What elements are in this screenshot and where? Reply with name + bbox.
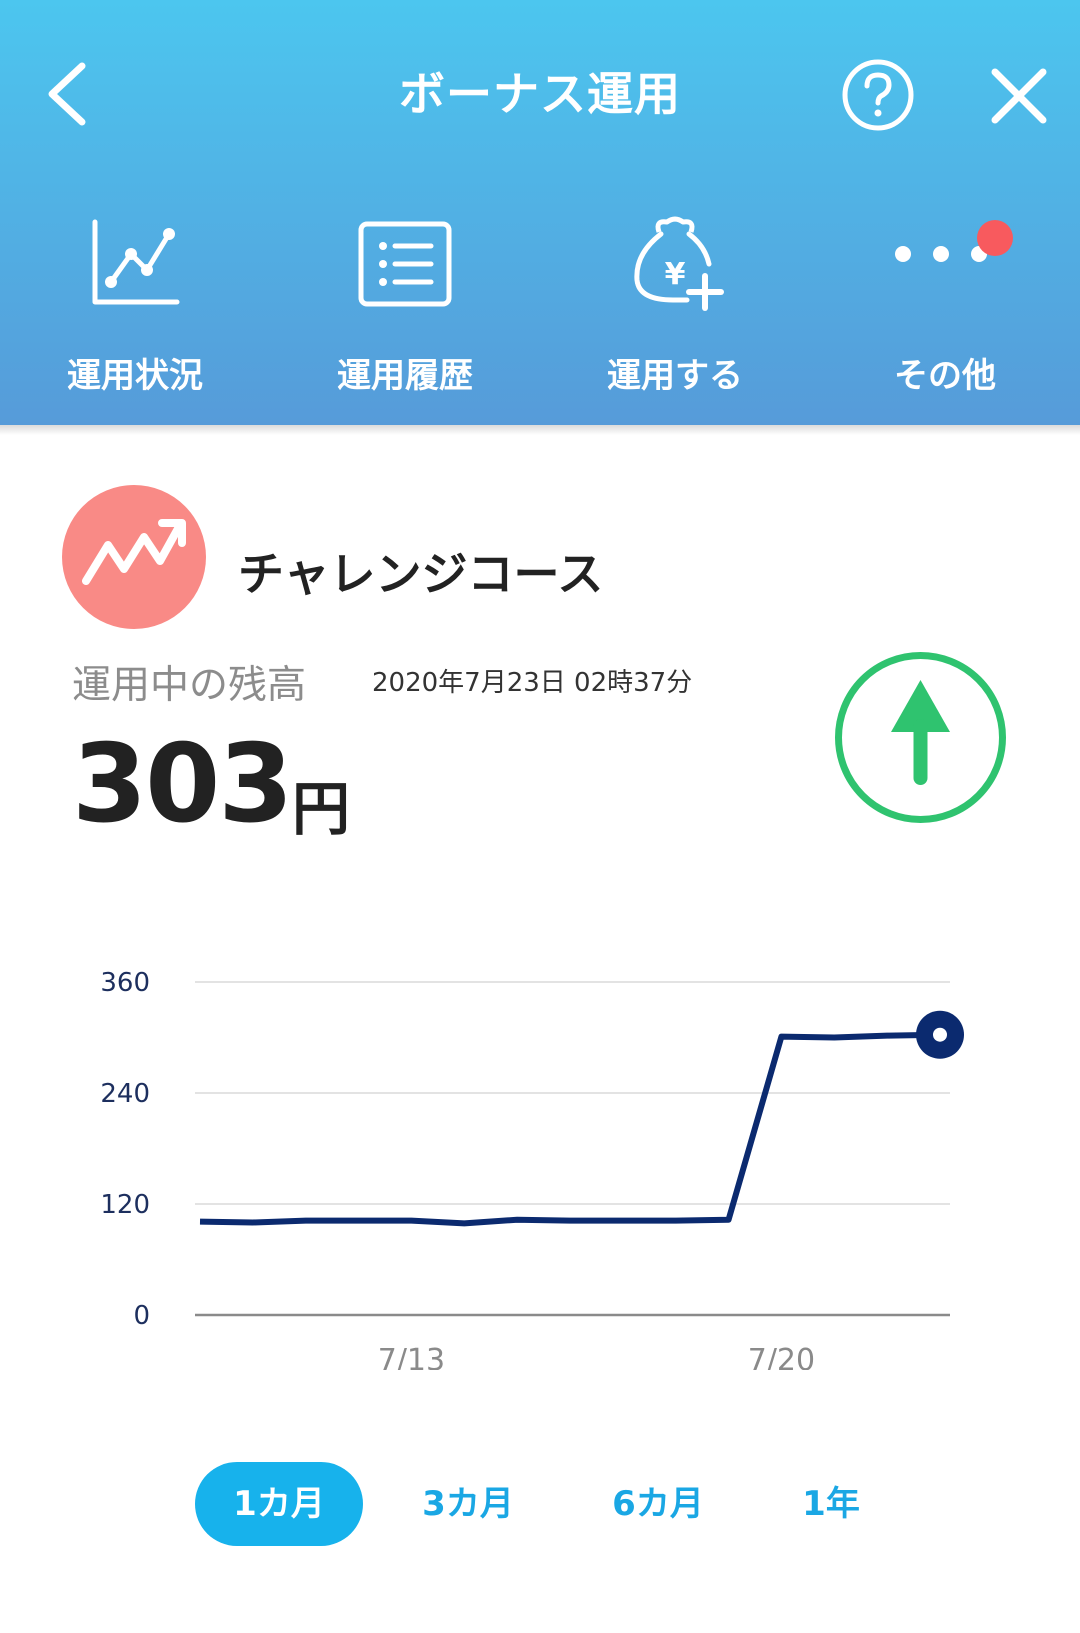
course-name: チャレンジコース (238, 547, 604, 601)
money-bag-add-icon: ¥ (634, 216, 724, 311)
list-icon (358, 221, 452, 307)
period-1-month[interactable]: 1カ月 (195, 1462, 363, 1546)
y-tick-label: 360 (100, 968, 150, 998)
nav-label: 運用する (607, 356, 743, 396)
x-tick-label: 7/20 (748, 1343, 815, 1370)
chevron-left-icon[interactable] (40, 58, 96, 130)
balance-chart: 0 120 240 360 7/13 7/20 (100, 968, 964, 1370)
nav-label: 運用履歴 (337, 356, 473, 396)
balance-timestamp: 2020年7月23日 02時37分 (372, 668, 693, 698)
y-tick-label: 240 (100, 1079, 150, 1109)
period-1-year[interactable]: 1年 (802, 1484, 860, 1524)
nav-item-status[interactable]: 運用状況 (0, 210, 270, 400)
balance-label: 運用中の残高 (72, 663, 307, 708)
period-6-months[interactable]: 6カ月 (612, 1484, 704, 1524)
help-circle-icon[interactable] (840, 57, 916, 133)
balance-amount: 303 (72, 722, 293, 847)
line-chart-icon (92, 219, 180, 305)
nav-item-invest[interactable]: ¥ 運用する (540, 210, 810, 400)
period-3-months[interactable]: 3カ月 (422, 1484, 514, 1524)
series-line (199, 1031, 941, 1227)
nav-item-history[interactable]: 運用履歴 (270, 210, 540, 400)
nav-label: その他 (894, 356, 996, 396)
y-tick-label: 0 (133, 1301, 150, 1331)
period-selector: 1カ月 3カ月 6カ月 1年 (0, 1462, 1080, 1546)
course-logo (62, 485, 206, 629)
svg-text:¥: ¥ (665, 257, 686, 292)
x-tick-label: 7/13 (378, 1343, 445, 1370)
close-icon[interactable] (985, 62, 1053, 130)
notification-badge (977, 220, 1013, 256)
nav-item-more[interactable]: その他 (810, 210, 1080, 400)
header-shadow (0, 425, 1080, 435)
trend-up-icon (82, 519, 186, 585)
arrow-up-circle-icon (835, 652, 1006, 823)
app-header: ボーナス運用 運用状況 運用履歴 (0, 0, 1080, 425)
balance-unit: 円 (292, 775, 351, 843)
latest-point-center (933, 1027, 947, 1042)
nav-label: 運用状況 (67, 356, 203, 396)
y-tick-label: 120 (100, 1190, 150, 1220)
page-title: ボーナス運用 (399, 67, 681, 121)
